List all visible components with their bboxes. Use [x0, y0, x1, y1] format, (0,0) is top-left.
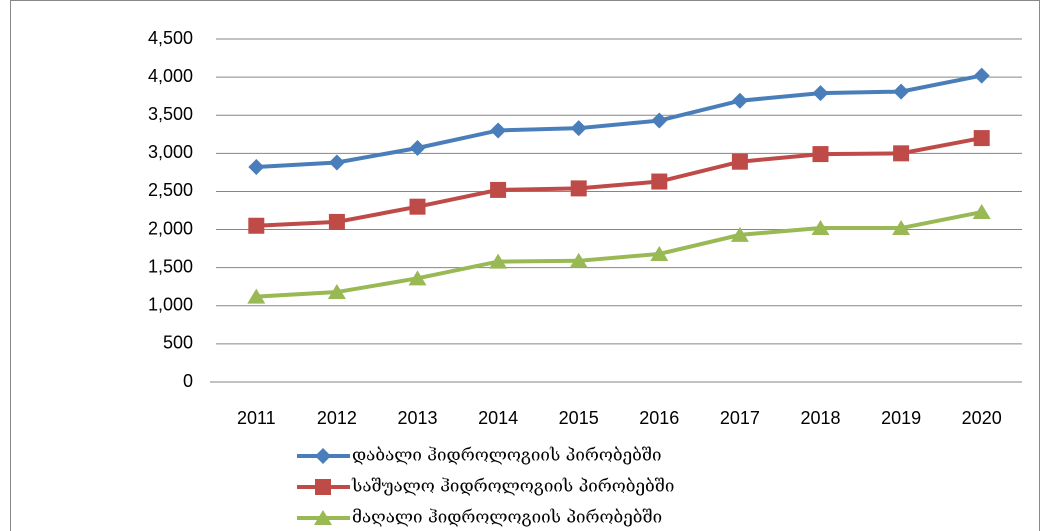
point [811, 220, 830, 236]
point [409, 139, 426, 156]
x-tick-label: 2018 [800, 408, 840, 428]
chart-border [10, 0, 1040, 531]
x-tick-label: 2011 [237, 408, 276, 428]
legend-label: მაღალი ჰიდროლოგიის პირობებში [352, 508, 662, 528]
point [248, 159, 265, 176]
point [893, 145, 910, 162]
point [731, 92, 748, 109]
x-tick-label: 2012 [317, 408, 357, 428]
point [812, 85, 829, 102]
y-tick-label: 500 [163, 333, 193, 353]
point [490, 181, 507, 198]
y-tick-label: 4,500 [148, 28, 193, 48]
point [247, 288, 266, 304]
legend-label: საშუალო ჰიდროლოგიის პირობებში [351, 477, 674, 497]
point [570, 120, 587, 137]
x-tick-label: 2015 [559, 408, 599, 428]
x-tick-label: 2019 [881, 408, 921, 428]
point [973, 130, 990, 147]
y-tick-label: 2,500 [148, 180, 193, 200]
legend-marker [314, 510, 332, 525]
point [569, 252, 588, 268]
y-tick-label: 1,000 [148, 295, 193, 315]
series-line [256, 73, 983, 170]
point [490, 122, 507, 139]
point [812, 146, 829, 163]
x-tick-label: 2016 [639, 408, 679, 428]
point [248, 217, 265, 234]
point [328, 213, 345, 230]
point [651, 173, 668, 190]
y-tick-label: 0 [183, 371, 193, 391]
legend-label: დაბალი ჰიდროლოგიის პირობებში [352, 446, 661, 466]
point [327, 284, 346, 300]
x-tick-label: 2013 [397, 408, 437, 428]
series-line [256, 210, 983, 299]
y-tick-label: 3,500 [148, 104, 193, 124]
point [651, 112, 668, 129]
y-tick-label: 1,500 [148, 256, 193, 276]
y-tick-label: 4,000 [148, 66, 193, 86]
legend-marker [315, 479, 331, 495]
point [973, 67, 990, 84]
point [650, 245, 669, 261]
point [408, 270, 427, 286]
point [972, 204, 991, 220]
point [731, 153, 748, 170]
point [409, 198, 426, 215]
point [730, 226, 749, 242]
x-tick-label: 2014 [478, 408, 518, 428]
x-tick-label: 2017 [720, 408, 760, 428]
point [489, 253, 508, 269]
x-tick-label: 2020 [962, 408, 1002, 428]
point [570, 180, 587, 197]
legend-marker [315, 448, 331, 464]
point [893, 83, 910, 100]
point [892, 220, 911, 236]
y-tick-label: 2,000 [148, 218, 193, 238]
series-line [256, 136, 983, 228]
y-tick-label: 3,000 [148, 142, 193, 162]
point [328, 154, 345, 171]
